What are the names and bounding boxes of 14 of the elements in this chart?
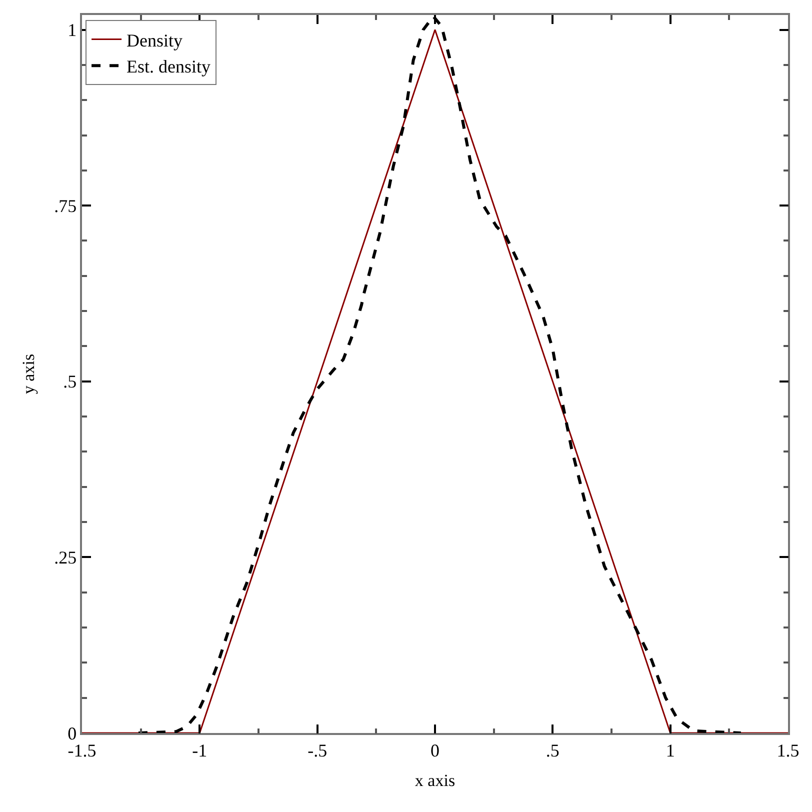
y-tick-label: 1 xyxy=(68,20,77,40)
y-tick-label: .25 xyxy=(54,547,77,568)
x-tick-label: 1.5 xyxy=(776,740,800,760)
legend-label: Density xyxy=(126,30,183,50)
x-tick-label: 1 xyxy=(666,740,675,760)
x-tick-label: .5 xyxy=(546,740,560,760)
x-tick-label: 0 xyxy=(430,740,440,760)
y-tick-label: .5 xyxy=(63,372,77,392)
x-tick-label: -1 xyxy=(192,740,208,760)
legend-label: Est. density xyxy=(126,56,211,77)
x-axis-title: x axis xyxy=(414,771,456,790)
y-tick-label: .75 xyxy=(54,196,77,216)
x-tick-label: -.5 xyxy=(308,740,328,760)
y-axis-title: y axis xyxy=(19,354,38,394)
